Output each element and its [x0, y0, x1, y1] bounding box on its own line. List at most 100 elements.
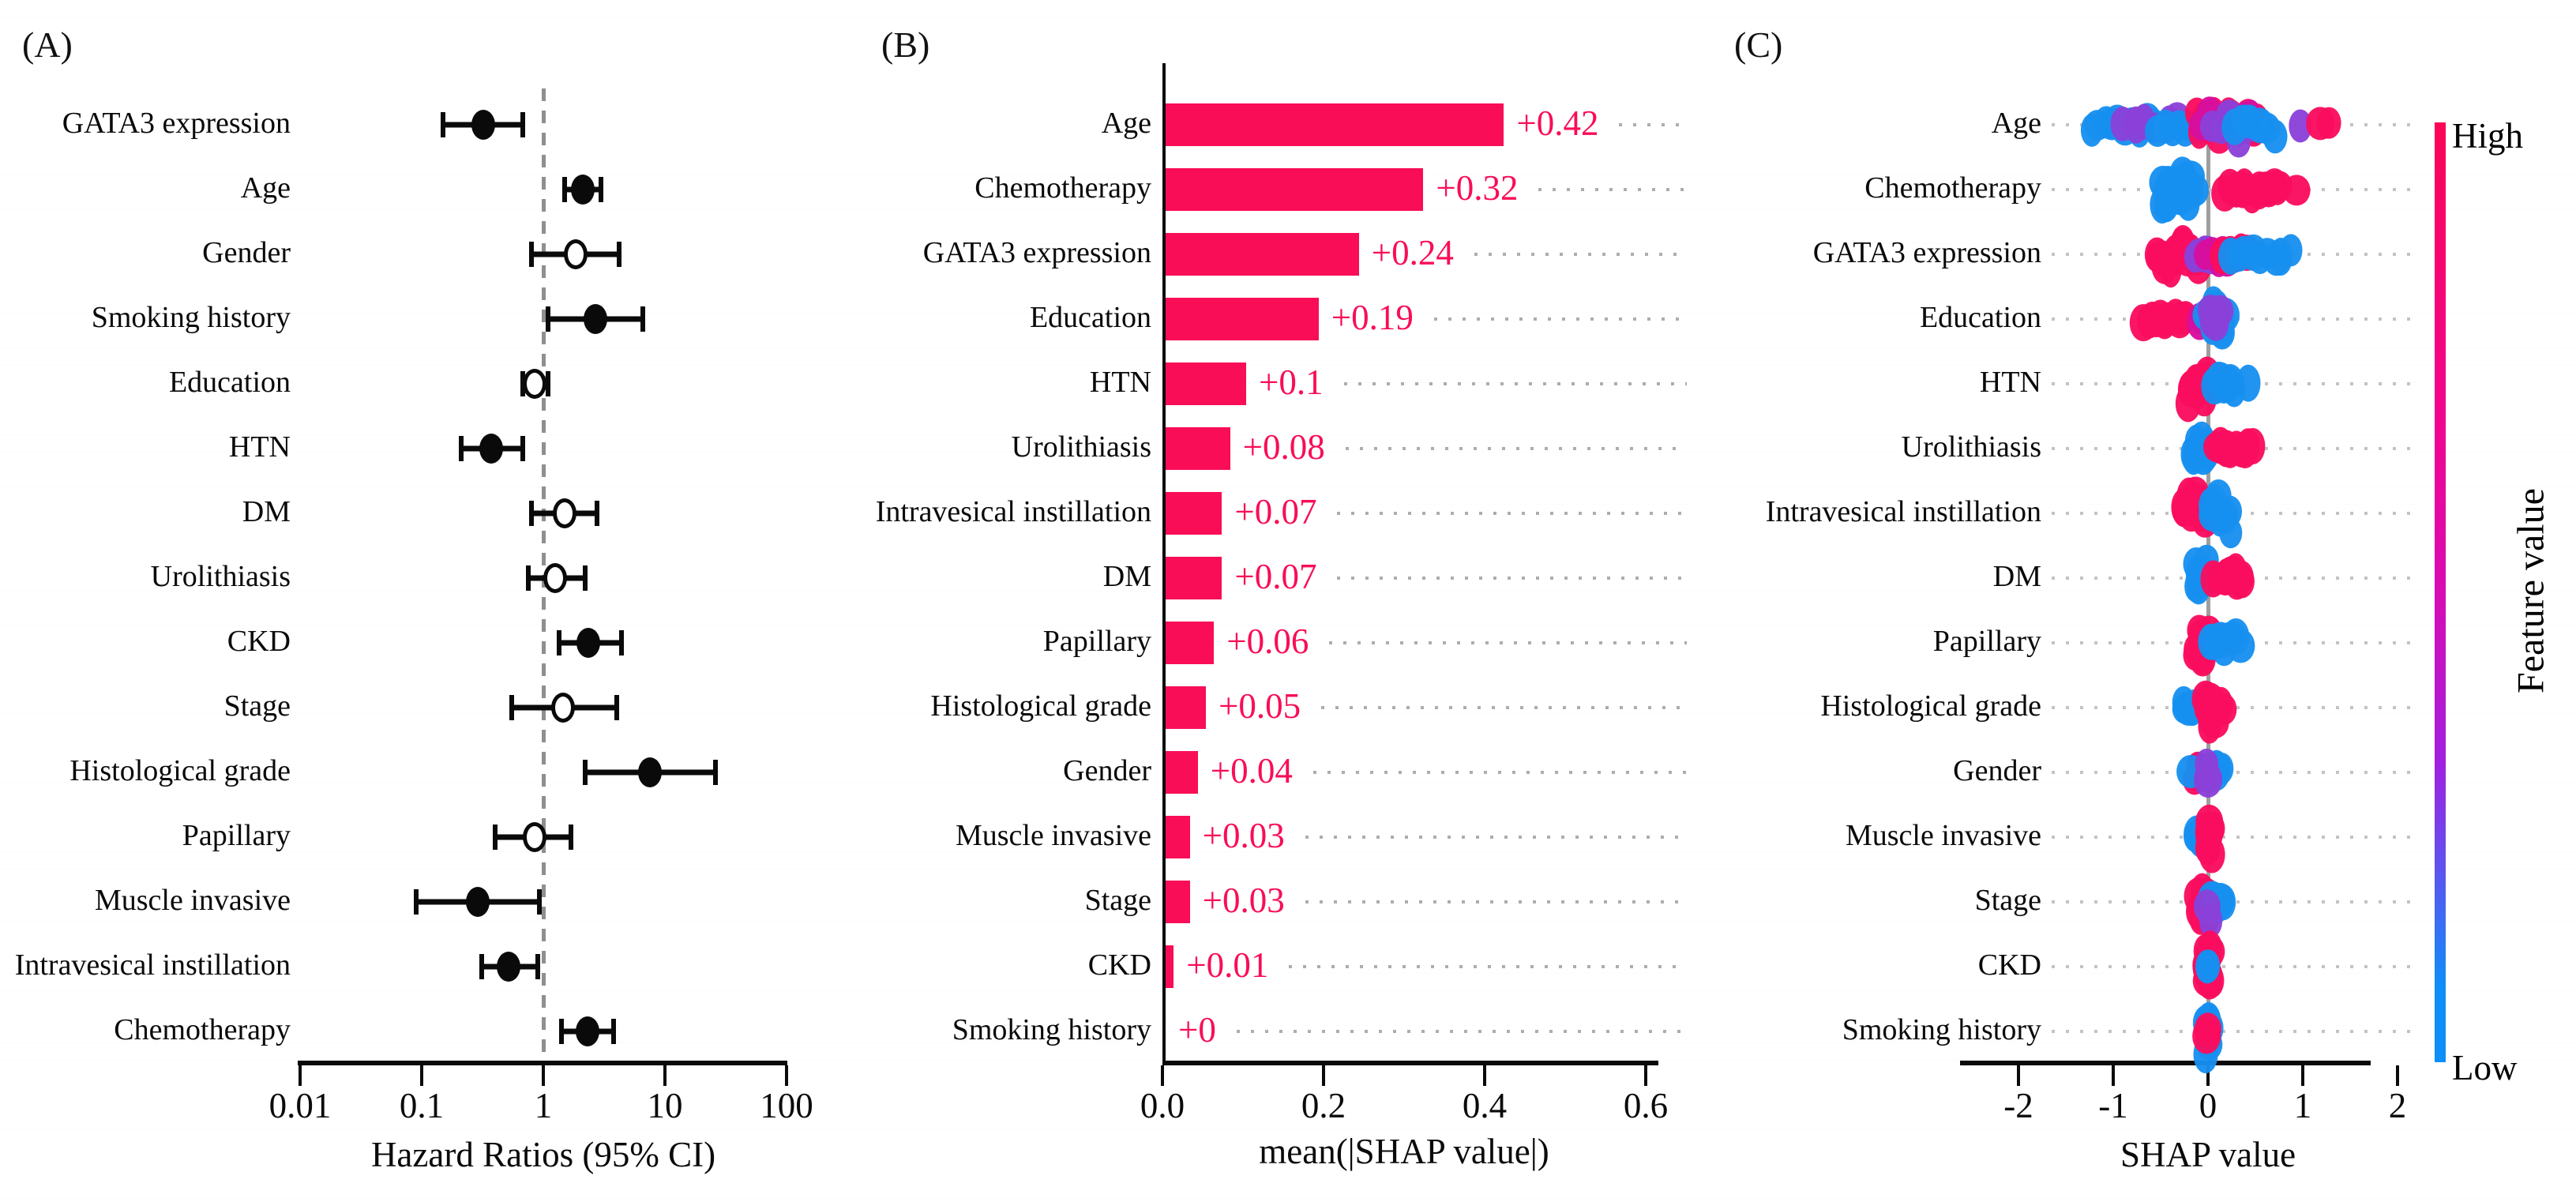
bar-value-label: +0.19: [1331, 297, 1414, 337]
bar-leader-dots: [1289, 965, 1687, 968]
bar-row-label: Gender: [1063, 754, 1151, 788]
bar-leader-dots: [1433, 317, 1687, 321]
x-tick-label-c: 0: [2199, 1086, 2217, 1125]
shap-bar: [1166, 816, 1190, 858]
ci-cap-high: [569, 824, 574, 850]
shap-bar: [1166, 298, 1319, 340]
bar-row-label: Urolithiasis: [1011, 430, 1151, 464]
bar-value-label: +0.03: [1202, 815, 1285, 855]
ci-cap-low: [492, 824, 498, 850]
hazard-ratio-axis-title: Hazard Ratios (95% CI): [370, 1135, 716, 1174]
x-tick-label-b: 0.4: [1462, 1086, 1508, 1125]
bar-value-label: +0.42: [1516, 103, 1599, 143]
beeswarm-row-label: Papillary: [1932, 625, 2041, 659]
ci-cap-low: [529, 242, 535, 267]
bar-value-label: +0.04: [1210, 750, 1293, 791]
shap-bar: [1166, 881, 1190, 923]
bar-leader-dots: [1237, 1030, 1687, 1033]
swarm-point: [2199, 836, 2225, 873]
shap-bar: [1166, 168, 1424, 211]
bar-value-label: +0: [1178, 1009, 1216, 1050]
beeswarm-row-label: Smoking history: [1842, 1013, 2041, 1047]
ci-cap-low: [562, 177, 568, 202]
swarm-point: [2211, 693, 2237, 725]
beeswarm-row-label: GATA3 expression: [1812, 236, 2041, 270]
swarm-point: [2194, 1012, 2222, 1046]
ci-cap-low: [479, 954, 484, 979]
beeswarm-row-label: Muscle invasive: [1845, 819, 2041, 853]
ci-cap-high: [712, 760, 718, 785]
bar-leader-dots: [1312, 771, 1687, 774]
ci-cap-high: [520, 436, 526, 461]
forest-marker: [553, 498, 577, 528]
x-tick-a: [785, 1065, 788, 1086]
x-tick-b: [1322, 1065, 1325, 1086]
forest-row-label: Gender: [202, 236, 291, 270]
swarm-point: [2279, 233, 2303, 267]
forest-row-label: Papillary: [182, 819, 291, 853]
forest-row-label: DM: [242, 495, 291, 529]
bar-leader-dots: [1344, 382, 1687, 385]
mean-shap-axis-title: mean(|SHAP value|): [1259, 1132, 1549, 1171]
forest-marker: [637, 757, 662, 787]
bar-row-label: Stage: [1084, 884, 1151, 918]
bar-leader-dots: [1305, 900, 1687, 903]
beeswarm-row-label: Stage: [1974, 884, 2041, 918]
x-tick-a: [299, 1065, 302, 1086]
shap-bar: [1166, 622, 1215, 664]
y-axis-b: [1162, 63, 1166, 1065]
bar-row-label: Chemotherapy: [974, 171, 1151, 205]
shap-bar: [1166, 686, 1206, 729]
bar-row-label: CKD: [1087, 948, 1151, 982]
ci-cap-high: [582, 565, 588, 591]
bar-leader-dots: [1474, 253, 1687, 256]
bar-leader-dots: [1337, 577, 1687, 580]
shap-bar: [1166, 557, 1222, 599]
ci-cap-low: [441, 112, 446, 137]
forest-marker: [584, 304, 608, 334]
forest-marker: [466, 887, 490, 917]
bar-leader-dots: [1538, 188, 1687, 191]
forest-marker: [471, 110, 495, 140]
x-axis-a: [298, 1061, 787, 1065]
colorbar-low-label: Low: [2452, 1048, 2518, 1087]
x-axis-b: [1162, 1061, 1658, 1065]
x-tick-label-a: 10: [647, 1086, 683, 1125]
x-tick-label-c: -2: [2003, 1086, 2033, 1125]
x-tick-label-a: 0.01: [268, 1086, 332, 1125]
ci-cap-low: [413, 889, 419, 915]
ci-cap-low: [509, 695, 515, 720]
ci-cap-low: [582, 760, 588, 785]
forest-marker: [550, 693, 575, 723]
x-tick-label-a: 0.1: [399, 1086, 445, 1125]
swarm-point: [2218, 517, 2243, 549]
panel-a-letter: (A): [22, 24, 73, 65]
bar-leader-dots: [1337, 512, 1687, 515]
bar-leader-dots: [1619, 123, 1687, 126]
x-tick-label-c: 1: [2293, 1086, 2312, 1125]
x-tick-c: [2017, 1065, 2020, 1086]
colorbar-high-label: High: [2452, 116, 2523, 156]
ci-cap-high: [619, 630, 625, 655]
forest-marker: [564, 239, 588, 269]
swarm-point: [2282, 175, 2311, 206]
forest-marker: [543, 563, 567, 593]
beeswarm-leader-dots: [2052, 1030, 2410, 1033]
x-tick-a: [420, 1065, 423, 1086]
swarm-point: [2240, 427, 2266, 464]
swarm-point: [2236, 365, 2261, 402]
forest-row-label: HTN: [228, 430, 291, 464]
x-tick-b: [1161, 1065, 1164, 1086]
bar-leader-dots: [1321, 706, 1687, 709]
forest-marker: [479, 434, 503, 464]
forest-row-label: Age: [240, 171, 291, 205]
forest-row-label: Education: [168, 366, 291, 400]
x-tick-a: [542, 1065, 545, 1086]
beeswarm-row-label: CKD: [1977, 948, 2041, 982]
swarm-point: [2226, 629, 2255, 663]
beeswarm-row-label: Education: [1919, 301, 2041, 335]
forest-row-label: Urolithiasis: [150, 560, 291, 594]
colorbar-title: Feature value: [2510, 488, 2552, 693]
forest-marker: [570, 175, 595, 205]
shap-bar: [1166, 103, 1504, 146]
